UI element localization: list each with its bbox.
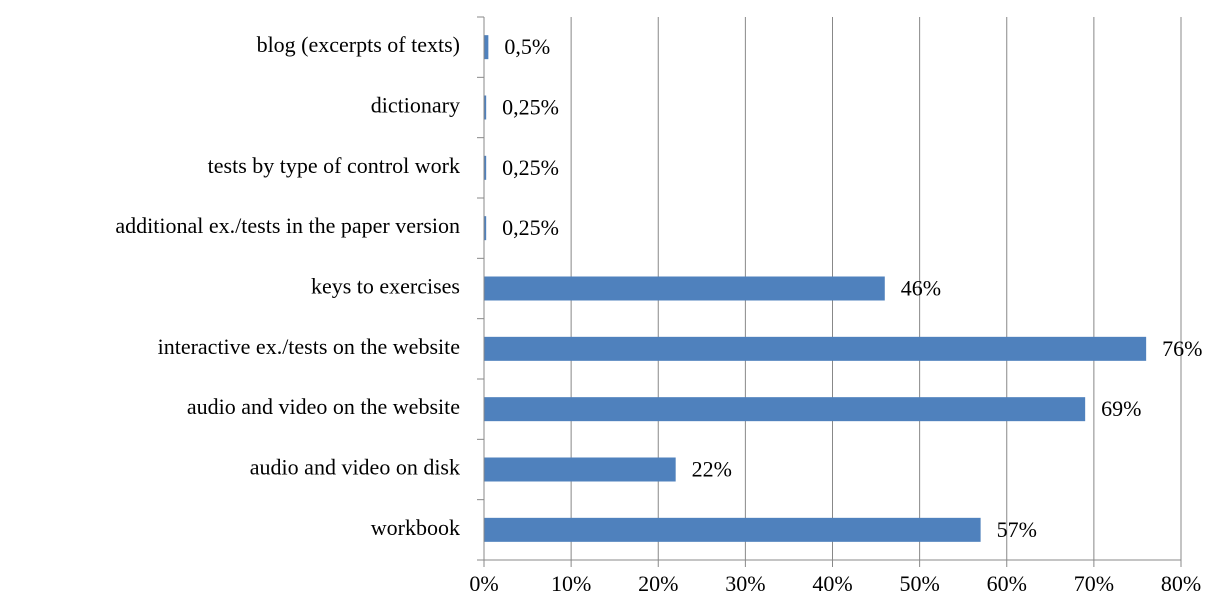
- y-tick-label: workbook: [371, 515, 460, 540]
- x-tick-label: 70%: [1074, 571, 1114, 596]
- x-tick-label: 80%: [1161, 571, 1201, 596]
- value-label: 0,5%: [504, 34, 550, 59]
- y-tick-label: tests by type of control work: [208, 153, 460, 178]
- x-tick-label: 20%: [638, 571, 678, 596]
- value-label: 69%: [1101, 396, 1141, 421]
- y-tick-label: audio and video on disk: [250, 455, 460, 480]
- bar: [484, 336, 1147, 361]
- value-label: 0,25%: [502, 215, 559, 240]
- bar: [484, 517, 981, 542]
- x-tick-label: 60%: [987, 571, 1027, 596]
- value-label: 57%: [997, 517, 1037, 542]
- value-label: 0,25%: [502, 95, 559, 120]
- bar: [484, 457, 676, 482]
- bar: [484, 155, 487, 180]
- bar: [484, 35, 489, 60]
- x-tick-label: 10%: [551, 571, 591, 596]
- bar: [484, 216, 487, 241]
- x-tick-label: 30%: [725, 571, 765, 596]
- y-tick-label: additional ex./tests in the paper versio…: [115, 213, 460, 238]
- value-label: 0,25%: [502, 155, 559, 180]
- y-tick-label: interactive ex./tests on the website: [158, 334, 460, 359]
- x-tick-label: 40%: [812, 571, 852, 596]
- bar: [484, 276, 885, 301]
- value-label: 46%: [901, 276, 941, 301]
- y-tick-label: keys to exercises: [311, 274, 460, 299]
- x-tick-label: 0%: [469, 571, 498, 596]
- value-label: 22%: [692, 457, 732, 482]
- y-tick-label: audio and video on the website: [187, 394, 460, 419]
- bar: [484, 397, 1086, 422]
- bar: [484, 95, 487, 120]
- value-label: 76%: [1162, 336, 1202, 361]
- y-tick-label: blog (excerpts of texts): [257, 32, 460, 57]
- y-tick-label: dictionary: [371, 93, 460, 118]
- x-tick-label: 50%: [899, 571, 939, 596]
